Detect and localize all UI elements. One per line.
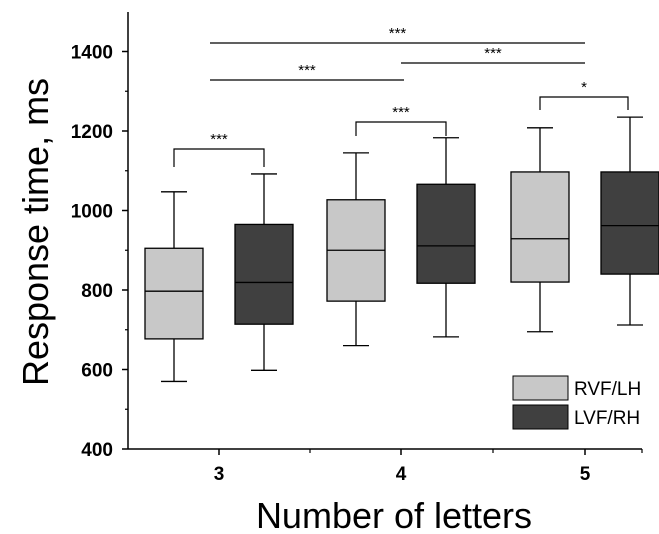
- significance-bracket: [355, 121, 447, 136]
- box-series: [144, 116, 659, 383]
- y-ticks: 400 600 800 1000 1200 1400: [71, 43, 128, 461]
- box-lvf-rh-5: [600, 116, 659, 326]
- significance-label: ***: [389, 25, 407, 42]
- significance-label: ***: [392, 104, 410, 121]
- significance-label: ***: [298, 62, 316, 79]
- x-ticks: 3 4 5: [214, 449, 643, 485]
- y-tick-label: 1000: [71, 202, 113, 223]
- significance-annotations: ****************: [173, 25, 629, 167]
- x-tick-label: 4: [396, 464, 407, 485]
- legend-label-rvf-lh: RVF/LH: [574, 379, 641, 400]
- y-axis-title: Response time, ms: [15, 78, 56, 386]
- box-iqr: [416, 183, 476, 284]
- box-iqr: [234, 223, 294, 325]
- box-lvf-rh-3: [234, 173, 294, 371]
- legend: RVF/LH LVF/RH: [512, 375, 641, 430]
- box-iqr: [510, 171, 570, 283]
- y-tick-label: 800: [81, 281, 113, 302]
- y-tick-label: 600: [81, 361, 113, 382]
- legend-swatch-rvf-lh: [512, 375, 569, 401]
- box-iqr: [600, 171, 659, 275]
- box-rvf-lh-3: [144, 191, 204, 383]
- significance-label: *: [581, 79, 587, 96]
- y-tick-label: 400: [81, 440, 113, 461]
- significance-bracket: [539, 96, 629, 110]
- box-iqr: [144, 247, 204, 340]
- x-axis-title: Number of letters: [256, 495, 532, 534]
- box-lvf-rh-4: [416, 137, 476, 338]
- significance-label: ***: [210, 131, 228, 148]
- significance-label: ***: [484, 45, 502, 62]
- x-tick-label: 3: [214, 464, 225, 485]
- axes: [127, 12, 642, 450]
- box-rvf-lh-5: [510, 127, 570, 333]
- y-tick-label: 1400: [71, 43, 113, 64]
- significance-bracket: [173, 148, 265, 167]
- y-tick-label: 1200: [71, 122, 113, 143]
- box-rvf-lh-4: [326, 152, 386, 347]
- x-tick-label: 5: [580, 464, 591, 485]
- legend-swatch-lvf-rh: [512, 404, 569, 430]
- legend-label-lvf-rh: LVF/RH: [574, 408, 640, 429]
